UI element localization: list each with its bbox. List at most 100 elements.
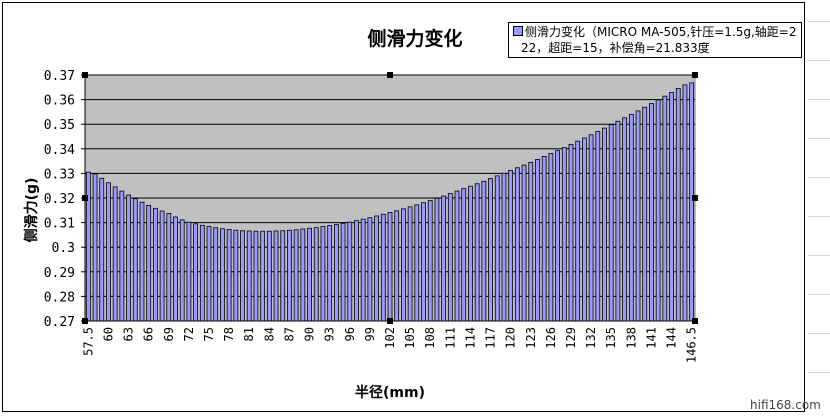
bar[interactable]: [427, 200, 433, 322]
bar[interactable]: [132, 198, 138, 322]
bar[interactable]: [280, 230, 286, 322]
bar[interactable]: [488, 178, 493, 322]
bar[interactable]: [380, 213, 386, 322]
legend[interactable]: 侧滑力变化（MICRO MA-505,针压=1.5g,轴距=2 22，超距=15…: [508, 22, 802, 58]
bar[interactable]: [441, 195, 447, 322]
selection-handle[interactable]: [82, 318, 88, 324]
bar[interactable]: [293, 229, 299, 322]
bar[interactable]: [327, 225, 333, 322]
bar[interactable]: [253, 230, 259, 322]
bar[interactable]: [387, 212, 393, 322]
bar[interactable]: [347, 221, 353, 322]
bar[interactable]: [608, 124, 614, 322]
bar[interactable]: [199, 224, 205, 322]
bar[interactable]: [434, 197, 440, 322]
bar[interactable]: [468, 185, 473, 322]
bar[interactable]: [602, 127, 607, 322]
bar[interactable]: [119, 190, 125, 322]
bar[interactable]: [669, 92, 674, 322]
bar[interactable]: [649, 103, 654, 322]
bar[interactable]: [300, 228, 306, 322]
selection-handle[interactable]: [82, 195, 88, 201]
bar[interactable]: [541, 156, 547, 322]
selection-handle[interactable]: [692, 318, 698, 324]
bar[interactable]: [615, 120, 621, 322]
bar[interactable]: [401, 208, 406, 322]
bar[interactable]: [655, 99, 661, 322]
bar[interactable]: [193, 223, 199, 322]
bar[interactable]: [152, 207, 158, 322]
bar[interactable]: [581, 137, 587, 322]
bar[interactable]: [454, 190, 460, 322]
bar[interactable]: [555, 150, 560, 322]
bar[interactable]: [394, 210, 400, 322]
bar[interactable]: [575, 140, 581, 322]
bar[interactable]: [179, 219, 185, 322]
bar[interactable]: [213, 227, 219, 322]
bar[interactable]: [535, 158, 540, 322]
bar[interactable]: [240, 230, 245, 322]
bar[interactable]: [260, 230, 266, 322]
bar[interactable]: [421, 202, 426, 322]
chart-area[interactable]: [2, 2, 805, 412]
bar[interactable]: [246, 230, 252, 322]
bar[interactable]: [374, 215, 379, 322]
selection-handle[interactable]: [692, 195, 698, 201]
bar[interactable]: [622, 117, 628, 322]
bar[interactable]: [92, 173, 98, 322]
bar[interactable]: [206, 226, 212, 322]
selection-handle[interactable]: [82, 72, 88, 78]
bar[interactable]: [521, 164, 527, 322]
bar[interactable]: [112, 186, 118, 322]
bar[interactable]: [354, 220, 359, 322]
bar[interactable]: [548, 153, 554, 322]
bar[interactable]: [99, 177, 105, 322]
bar[interactable]: [85, 171, 91, 322]
bar[interactable]: [333, 224, 339, 322]
bar[interactable]: [682, 84, 688, 322]
bar[interactable]: [407, 206, 413, 322]
bar[interactable]: [173, 216, 178, 322]
bar[interactable]: [186, 221, 192, 322]
bar[interactable]: [313, 227, 319, 322]
bar[interactable]: [494, 175, 500, 322]
bar[interactable]: [595, 131, 601, 322]
bar[interactable]: [166, 213, 172, 322]
bar[interactable]: [126, 194, 131, 322]
bar[interactable]: [226, 229, 232, 322]
bar[interactable]: [628, 113, 634, 322]
selection-handle[interactable]: [387, 72, 393, 78]
bar[interactable]: [675, 88, 681, 322]
bar[interactable]: [501, 172, 507, 322]
bar[interactable]: [106, 182, 111, 322]
bar[interactable]: [320, 226, 326, 322]
bar[interactable]: [447, 193, 453, 322]
bar[interactable]: [528, 161, 534, 322]
bar[interactable]: [233, 229, 239, 322]
selection-handle[interactable]: [387, 318, 393, 324]
bar[interactable]: [266, 230, 272, 322]
bar[interactable]: [307, 227, 312, 322]
bar[interactable]: [139, 201, 145, 322]
bar[interactable]: [367, 217, 373, 322]
bar[interactable]: [689, 82, 695, 322]
bar[interactable]: [474, 183, 480, 322]
bar[interactable]: [287, 229, 292, 322]
bar[interactable]: [508, 170, 514, 322]
bar[interactable]: [561, 147, 567, 322]
bar[interactable]: [159, 210, 165, 322]
bar[interactable]: [220, 228, 225, 322]
bar[interactable]: [635, 110, 641, 322]
bar[interactable]: [340, 222, 346, 322]
x-axis-title[interactable]: 半径(mm): [355, 385, 425, 401]
bar[interactable]: [146, 204, 152, 322]
bar[interactable]: [568, 143, 574, 322]
bar[interactable]: [662, 95, 668, 322]
bar[interactable]: [481, 180, 487, 322]
bar[interactable]: [642, 106, 648, 322]
bar[interactable]: [360, 218, 366, 322]
bar[interactable]: [273, 230, 279, 322]
chart-title[interactable]: 侧滑力变化: [367, 28, 463, 50]
bar[interactable]: [588, 134, 594, 322]
bar[interactable]: [514, 167, 520, 322]
